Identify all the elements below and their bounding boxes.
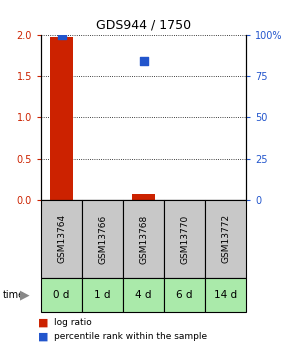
Text: GSM13766: GSM13766 bbox=[98, 214, 107, 264]
Text: GSM13764: GSM13764 bbox=[57, 214, 66, 264]
Text: log ratio: log ratio bbox=[54, 318, 92, 327]
Point bbox=[59, 32, 64, 38]
Bar bbox=[50, 37, 73, 200]
Text: 6 d: 6 d bbox=[176, 290, 193, 300]
Text: time: time bbox=[3, 290, 25, 300]
Text: GSM13768: GSM13768 bbox=[139, 214, 148, 264]
Text: ■: ■ bbox=[38, 318, 49, 327]
Text: ▶: ▶ bbox=[20, 288, 30, 302]
Text: 1 d: 1 d bbox=[94, 290, 111, 300]
Point bbox=[141, 58, 146, 64]
Text: GSM13772: GSM13772 bbox=[221, 214, 230, 264]
Text: 0 d: 0 d bbox=[53, 290, 70, 300]
Text: GSM13770: GSM13770 bbox=[180, 214, 189, 264]
Text: percentile rank within the sample: percentile rank within the sample bbox=[54, 332, 207, 341]
Text: ■: ■ bbox=[38, 332, 49, 341]
Text: 14 d: 14 d bbox=[214, 290, 237, 300]
Title: GDS944 / 1750: GDS944 / 1750 bbox=[96, 19, 191, 32]
Bar bbox=[132, 194, 155, 200]
Text: 4 d: 4 d bbox=[135, 290, 152, 300]
